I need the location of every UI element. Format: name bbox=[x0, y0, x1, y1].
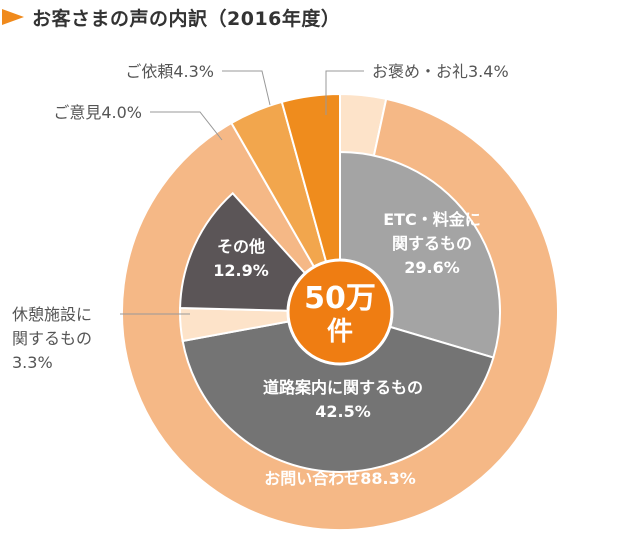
title-arrow-icon bbox=[2, 9, 24, 25]
label-road: 道路案内に関するもの 42.5% bbox=[263, 378, 423, 421]
center-circle bbox=[286, 258, 394, 366]
label-rest: 休憩施設に関するもの 3.3% bbox=[12, 305, 92, 372]
leader-praise bbox=[325, 70, 364, 115]
leader-request bbox=[222, 70, 271, 106]
label-praise: お褒め・お礼3.4% bbox=[372, 62, 509, 81]
center-label-count: 50万 bbox=[304, 281, 376, 316]
outer-slice-request bbox=[280, 92, 341, 313]
label-other: その他 12.9% bbox=[213, 237, 269, 280]
chart-title: お客さまの声の内訳（2016年度） bbox=[32, 7, 341, 30]
title-row: お客さまの声の内訳（2016年度） bbox=[0, 4, 340, 30]
inner-slice-road bbox=[181, 310, 495, 473]
leader-opinion bbox=[150, 111, 223, 141]
label-inquiry: お問い合わせ88.3% bbox=[264, 469, 416, 488]
center-label-unit: 件 bbox=[327, 317, 353, 347]
label-request: ご依頼4.3% bbox=[125, 62, 214, 81]
label-opinion: ご意見4.0% bbox=[53, 103, 142, 122]
label-etc: ETC・料金に関するもの 29.6% bbox=[383, 210, 481, 277]
